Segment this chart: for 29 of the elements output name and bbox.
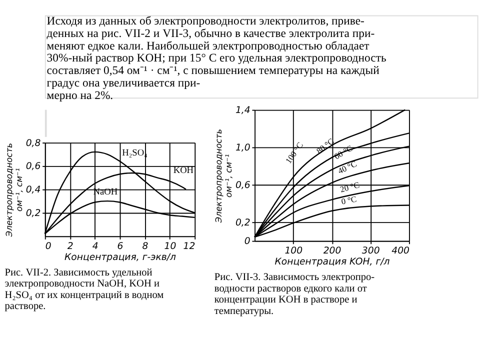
x-axis-title: Концентрация, г-экв/л — [64, 252, 176, 264]
x-tick-label: 400 — [392, 245, 410, 256]
y-tick-label: 0,8 — [26, 138, 41, 149]
y-tick-label: 0,2 — [26, 208, 41, 220]
x-tick-label: 300 — [362, 245, 380, 256]
x-tick-label: 200 — [323, 245, 342, 256]
x-tick-label: 4 — [92, 240, 98, 252]
x-tick-label: 12 — [183, 240, 196, 252]
x-tick-label: 8 — [142, 240, 148, 252]
y-axis-title: Электропроводность ом⁻¹, см⁻¹ — [213, 128, 234, 224]
text: Исходя из данных об электропроводности электролитов, приве- денных на рис. VII-2 и VII-3, обычно в качестве электролита при- меняют едкое кали. Наибольшей электропроводностью обладает 30%-ный раствор KOH; при 15° С его удельная электропроводность составляет 0,54 ом⁻¹ · см⁻¹, с повышением температуры на каждый градус она увеличивается при- мерно на 2%. — [46, 14, 386, 102]
y-axis-title: Электропроводность ом⁻¹, см⁻¹ — [4, 142, 24, 238]
x-tick-label: 2 — [67, 240, 74, 252]
x-tick-label: 10 — [164, 240, 176, 252]
text: 0 °C — [340, 194, 358, 206]
y-tick-label: 0,6 — [26, 161, 41, 172]
series-label: KOH — [173, 166, 194, 176]
x-tick-label: 6 — [117, 240, 124, 252]
text: Рис. VII-2. Зависимость удельной электропроводности NaOH, KOH и H₂SO₄ от их концентраций в водном растворе. — [4, 267, 164, 312]
y-tick-label: 0,2 — [235, 217, 250, 228]
x-tick-label: 100 — [284, 245, 303, 256]
text: Рис. VII-3. Зависимость электропро- водности растворов едкого кали от концентрации KOH в растворе и температуры. — [214, 272, 376, 317]
x-tick-label: 0 — [45, 240, 52, 252]
y-tick-label: 0,4 — [26, 184, 41, 196]
y-tick-label: 1,4 — [235, 105, 250, 116]
y-tick-label: 1,0 — [235, 142, 250, 154]
x-axis-title: Концентрация KOH, г/л — [274, 256, 390, 268]
text: 40 °C — [336, 158, 358, 176]
y-tick-label: 0,6 — [235, 180, 250, 191]
